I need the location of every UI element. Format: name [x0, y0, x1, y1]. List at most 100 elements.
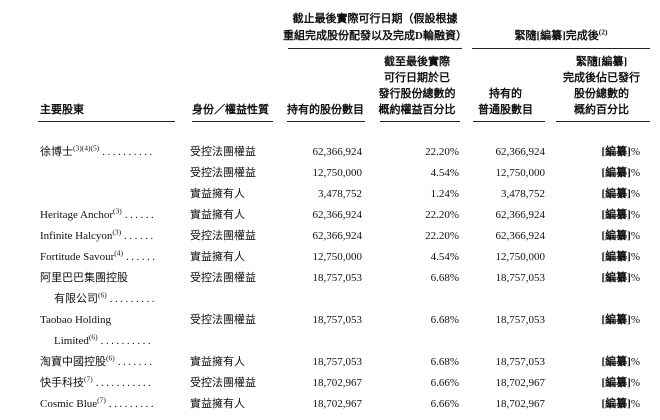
post-pct-cell: [編纂]% — [545, 373, 641, 394]
ordinary-shares-cell: 3,478,752 — [501, 188, 545, 200]
table-row: 快手科技(7)........... 受控法團權益 18,702,967 6.6… — [0, 373, 660, 394]
shares-cell: 18,757,053 — [312, 314, 363, 326]
table-row: Fortitude Savour(4)...... 實益擁有人 12,750,0… — [0, 247, 660, 268]
footnote-ref: (7) — [97, 395, 106, 405]
table-row: 淘寶中國控股(6)....... 實益擁有人 18,757,053 6.68% … — [0, 352, 660, 373]
col-header-post-pct: 緊隨[編纂] 完成後佔已發行 股份總數的 概約百分比 — [553, 54, 650, 118]
shareholder-cell — [40, 184, 190, 205]
dot-leader: ......... — [108, 398, 157, 410]
spanner2-text: 緊隨[編纂]完成後 — [514, 30, 599, 42]
identity-cell: 受控法團權益 — [190, 230, 256, 242]
pct-suffix: % — [630, 251, 640, 263]
post-pct-cell: [編纂]% — [545, 142, 641, 163]
ordinary-shares-cell: 62,366,924 — [495, 209, 546, 221]
pct-suffix: % — [630, 272, 640, 284]
footnote-ref: (6) — [106, 353, 115, 363]
col-header-ordinary-line2: 普通股數目 — [478, 104, 533, 116]
col-header-identity: 身份／權益性質 — [192, 104, 269, 116]
shareholder-cell: 淘寶中國控股(6)....... — [40, 352, 190, 373]
identity-cell: 實益擁有人 — [190, 398, 245, 410]
col-header-approx-pct: 截至最後實際 可行日期於已 發行股份總數的 概約權益百分比 — [372, 54, 462, 118]
shareholder-name: 淘寶中國控股 — [40, 356, 106, 368]
table-row: 實益擁有人 3,478,752 1.24% 3,478,752 [編纂]% — [0, 184, 660, 205]
col-header-ordinary-line1: 持有的 — [489, 88, 522, 100]
table-row: Heritage Anchor(3)...... 實益擁有人 62,366,92… — [0, 205, 660, 226]
col-header-approx-pct-line2: 可行日期於已 — [384, 72, 450, 84]
shareholder-cell: Infinite Halcyon(3)...... — [40, 226, 190, 247]
col-header-ordinary-shares: 持有的 普通股數目 — [463, 86, 548, 118]
table-row: 受控法團權益 12,750,000 4.54% 12,750,000 [編纂]% — [0, 163, 660, 184]
ordinary-shares-cell: 12,750,000 — [495, 167, 546, 179]
shareholder-cell: 阿里巴巴集團控股 有限公司(6)......... — [40, 268, 190, 310]
spanner-header-post-redacted: 緊隨[編纂]完成後(2) — [472, 28, 650, 45]
shares-cell: 3,478,752 — [318, 188, 362, 200]
redacted-marker: [編纂] — [601, 356, 631, 368]
redacted-marker: [編纂] — [601, 230, 631, 242]
col-header-shareholder: 主要股東 — [40, 104, 84, 116]
redacted-marker: [編纂] — [601, 398, 631, 410]
col2-underline — [192, 121, 273, 122]
identity-cell: 受控法團權益 — [190, 377, 256, 389]
pct-cell: 6.66% — [430, 377, 459, 389]
spanner1-underline — [288, 48, 462, 49]
shares-cell: 62,366,924 — [312, 146, 363, 158]
pct-cell: 4.54% — [430, 251, 459, 263]
shares-cell: 18,757,053 — [312, 356, 363, 368]
col-header-shares-held: 持有的股份數目 — [287, 104, 364, 116]
identity-cell: 實益擁有人 — [190, 188, 245, 200]
pct-suffix: % — [630, 146, 640, 158]
dot-leader: ........... — [95, 377, 154, 389]
ordinary-shares-cell: 18,702,967 — [495, 377, 546, 389]
redacted-marker: [編纂] — [601, 272, 631, 284]
pct-cell: 22.20% — [425, 209, 459, 221]
footnote-ref: (6) — [98, 290, 107, 300]
identity-cell: 實益擁有人 — [190, 356, 245, 368]
ordinary-shares-cell: 12,750,000 — [495, 251, 546, 263]
shares-cell: 62,366,924 — [312, 230, 363, 242]
redacted-marker: [編纂] — [601, 251, 631, 263]
shares-cell: 62,366,924 — [312, 209, 363, 221]
shareholder-cell — [40, 163, 190, 184]
ordinary-shares-cell: 62,366,924 — [495, 146, 546, 158]
dot-leader: ...... — [124, 209, 157, 221]
table-body: 徐博士(3)(4)(5).......... 受控法團權益 62,366,924… — [0, 142, 660, 415]
shareholder-name: 阿里巴巴集團控股 — [40, 272, 128, 284]
footnote-ref: (3)(4)(5) — [73, 143, 100, 153]
post-pct-cell: [編纂]% — [545, 184, 641, 205]
col3-underline — [287, 121, 365, 122]
col-header-post-pct-line3: 股份總數的 — [574, 88, 629, 100]
dot-leader: ....... — [117, 356, 155, 368]
identity-cell: 實益擁有人 — [190, 251, 245, 263]
post-pct-cell: [編纂]% — [545, 163, 641, 184]
ordinary-shares-cell: 18,757,053 — [495, 356, 546, 368]
footnote-ref: (7) — [84, 374, 93, 384]
col6-underline — [556, 121, 650, 122]
shares-cell: 18,702,967 — [312, 377, 363, 389]
shareholder-cell: 徐博士(3)(4)(5).......... — [40, 142, 190, 163]
post-pct-cell: [編纂]% — [545, 352, 641, 373]
redacted-marker: [編纂] — [601, 377, 631, 389]
col-header-approx-pct-line3: 發行股份總數的 — [378, 88, 456, 100]
pct-suffix: % — [630, 188, 640, 200]
dot-leader: ......... — [109, 293, 157, 305]
pct-cell: 6.66% — [430, 398, 459, 410]
identity-cell: 受控法團權益 — [190, 167, 256, 179]
pct-cell: 6.68% — [430, 356, 459, 368]
shareholder-name: Fortitude Savour — [40, 251, 115, 263]
shareholder-name: Cosmic Blue — [40, 398, 98, 410]
identity-cell: 受控法團權益 — [190, 146, 256, 158]
shares-cell: 18,702,967 — [312, 398, 363, 410]
table-row: Infinite Halcyon(3)...... 受控法團權益 62,366,… — [0, 226, 660, 247]
post-pct-cell: [編纂]% — [545, 226, 641, 247]
spanner2-underline — [472, 48, 650, 49]
spanner1-line1: 截止最後實際可行日期（假設根據 — [292, 13, 458, 25]
pct-cell: 1.24% — [430, 188, 459, 200]
table-row: Cosmic Blue(7)......... 實益擁有人 18,702,967… — [0, 394, 660, 415]
table-row: Taobao Holding Limited(6).......... 受控法團… — [0, 310, 660, 352]
col-header-post-pct-line1: 緊隨[編纂] — [575, 56, 628, 68]
ordinary-shares-cell: 18,757,053 — [495, 314, 546, 326]
pct-suffix: % — [630, 167, 640, 179]
redacted-marker: [編纂] — [601, 314, 631, 326]
pct-cell: 22.20% — [425, 230, 459, 242]
